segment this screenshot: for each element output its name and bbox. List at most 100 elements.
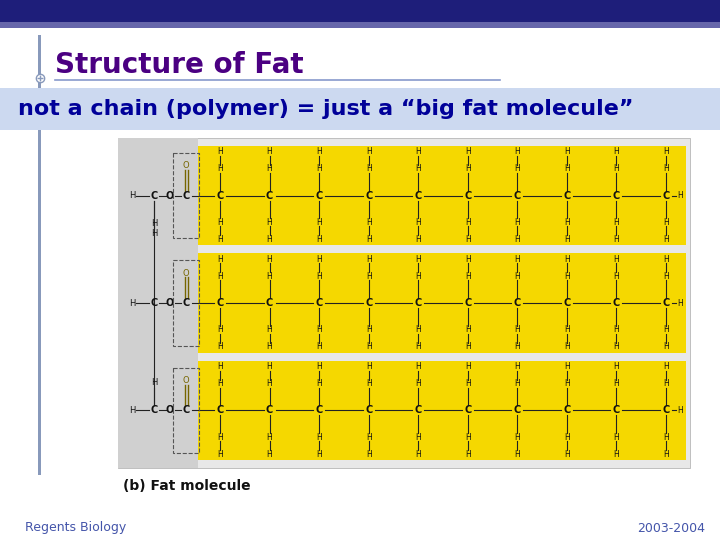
Text: C: C	[365, 298, 372, 308]
Text: O: O	[183, 269, 189, 278]
Text: H: H	[415, 255, 421, 264]
Text: C: C	[613, 191, 620, 201]
Text: H: H	[217, 449, 223, 458]
Text: H: H	[465, 449, 471, 458]
Text: H: H	[129, 406, 135, 415]
Bar	[198, 146, 686, 245]
Text: H: H	[613, 325, 619, 334]
Text: H: H	[366, 342, 372, 351]
Text: H: H	[564, 362, 570, 371]
Text: H: H	[663, 218, 669, 227]
Text: O: O	[166, 191, 174, 201]
Text: H: H	[564, 147, 570, 157]
Text: C: C	[415, 298, 422, 308]
Text: H: H	[564, 272, 570, 281]
Text: H: H	[515, 235, 521, 244]
Bar	[0, 88, 720, 130]
Text: H: H	[515, 272, 521, 281]
Text: 2003-2004: 2003-2004	[637, 522, 705, 535]
Text: H: H	[465, 379, 471, 388]
Text: H: H	[150, 219, 157, 228]
Text: H: H	[366, 218, 372, 227]
Text: H: H	[663, 235, 669, 244]
Text: C: C	[563, 406, 570, 415]
Text: H: H	[515, 342, 521, 351]
Text: H: H	[366, 147, 372, 157]
Text: H: H	[613, 449, 619, 458]
Text: C: C	[217, 298, 224, 308]
Text: H: H	[366, 362, 372, 371]
Text: H: H	[316, 379, 322, 388]
Text: H: H	[316, 325, 322, 334]
Text: H: H	[266, 342, 272, 351]
Text: C: C	[182, 406, 189, 415]
Text: H: H	[217, 272, 223, 281]
Text: H: H	[366, 255, 372, 264]
Text: H: H	[316, 255, 322, 264]
Text: C: C	[563, 298, 570, 308]
Text: C: C	[266, 406, 273, 415]
Text: H: H	[316, 272, 322, 281]
Text: H: H	[316, 147, 322, 157]
Text: H: H	[366, 325, 372, 334]
Text: H: H	[366, 379, 372, 388]
Text: C: C	[182, 191, 189, 201]
Text: H: H	[613, 379, 619, 388]
Text: H: H	[663, 433, 669, 442]
Text: H: H	[217, 164, 223, 173]
Text: H: H	[663, 342, 669, 351]
Text: H: H	[366, 449, 372, 458]
Text: H: H	[663, 255, 669, 264]
Text: O: O	[166, 406, 174, 415]
Text: H: H	[366, 272, 372, 281]
Text: C: C	[365, 406, 372, 415]
Text: H: H	[613, 218, 619, 227]
Text: H: H	[217, 147, 223, 157]
Text: H: H	[217, 362, 223, 371]
Text: H: H	[415, 433, 421, 442]
Text: H: H	[415, 218, 421, 227]
Text: H: H	[677, 191, 683, 200]
Text: H: H	[663, 362, 669, 371]
Text: H: H	[217, 325, 223, 334]
Text: H: H	[613, 164, 619, 173]
Text: C: C	[315, 298, 323, 308]
Text: H: H	[217, 342, 223, 351]
Text: (b) Fat molecule: (b) Fat molecule	[123, 479, 251, 493]
Text: H: H	[217, 235, 223, 244]
Text: H: H	[415, 235, 421, 244]
Text: C: C	[150, 298, 158, 308]
Text: H: H	[266, 147, 272, 157]
Text: H: H	[316, 342, 322, 351]
Text: Regents Biology: Regents Biology	[25, 522, 126, 535]
Text: H: H	[465, 255, 471, 264]
Text: O: O	[183, 161, 189, 170]
Text: H: H	[415, 379, 421, 388]
Text: H: H	[415, 449, 421, 458]
Text: H: H	[150, 229, 157, 238]
Text: C: C	[217, 191, 224, 201]
Text: H: H	[663, 164, 669, 173]
Text: H: H	[564, 342, 570, 351]
Text: H: H	[613, 255, 619, 264]
Text: H: H	[465, 218, 471, 227]
Text: H: H	[266, 433, 272, 442]
Text: H: H	[564, 449, 570, 458]
Text: H: H	[613, 433, 619, 442]
Text: H: H	[564, 325, 570, 334]
Text: H: H	[515, 218, 521, 227]
Text: C: C	[266, 298, 273, 308]
Bar	[198, 361, 686, 460]
Text: H: H	[415, 362, 421, 371]
Text: H: H	[316, 218, 322, 227]
Text: H: H	[266, 362, 272, 371]
Text: H: H	[266, 449, 272, 458]
Text: H: H	[415, 342, 421, 351]
Text: C: C	[365, 191, 372, 201]
Text: C: C	[315, 406, 323, 415]
Text: C: C	[513, 406, 521, 415]
Text: H: H	[613, 272, 619, 281]
Text: H: H	[465, 362, 471, 371]
Bar	[0, 0, 720, 22]
Text: H: H	[677, 406, 683, 415]
